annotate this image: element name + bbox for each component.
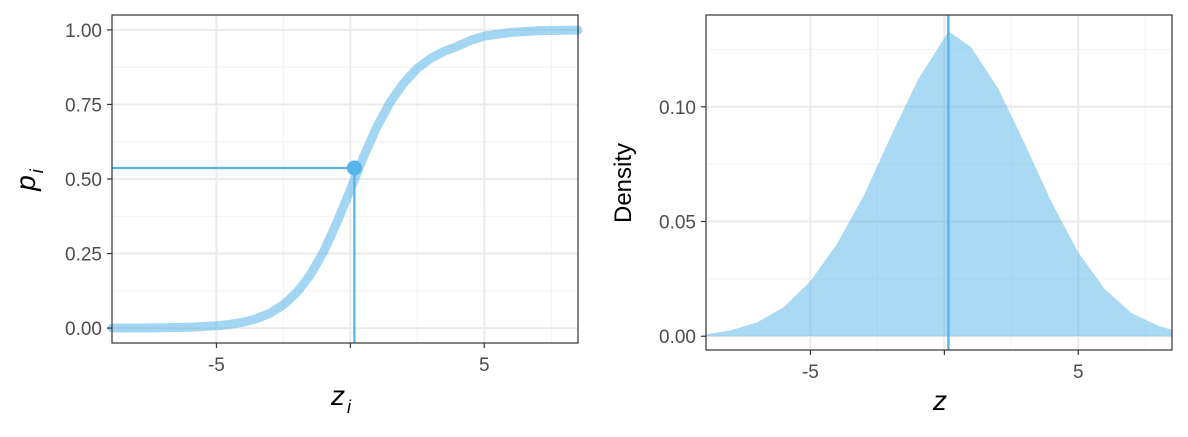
right-y-axis-title: Density (610, 143, 637, 223)
density-area (706, 31, 1172, 337)
left-y-tick-label: 0.25 (65, 245, 102, 266)
left-x-tick-label: -5 (208, 355, 225, 376)
right-x-tick-label: -5 (802, 362, 819, 383)
left-y-tick-label: 0.75 (65, 95, 102, 116)
left-x-tick-label: 5 (479, 355, 490, 376)
right-y-tick-label: 0.10 (659, 98, 696, 119)
left-data-layer (107, 25, 583, 343)
right-data-layer (706, 15, 1172, 350)
right-x-axis-title: z (932, 385, 947, 416)
left-y-tick-label: 0.50 (65, 170, 102, 191)
right-y-tick-label: 0.05 (659, 213, 696, 234)
highlight-point (346, 160, 362, 176)
left-y-axis-title: pi (10, 168, 47, 192)
density-panel: -5 5 0.00 0.05 0.10 z Density (610, 14, 1173, 416)
right-y-tick-label: 0.00 (659, 327, 696, 348)
left-y-tick-label: 0.00 (65, 319, 102, 340)
right-plot-border (705, 14, 1173, 351)
right-x-tick-label: 5 (1073, 362, 1084, 383)
logistic-curve-line (107, 25, 583, 333)
left-axis-ticks: -5 5 0.00 0.25 0.50 0.75 1.00 (65, 21, 490, 376)
right-axis-ticks: -5 5 0.00 0.05 0.10 (659, 98, 1084, 383)
left-y-tick-label: 1.00 (65, 21, 102, 42)
left-gridlines (112, 15, 578, 343)
